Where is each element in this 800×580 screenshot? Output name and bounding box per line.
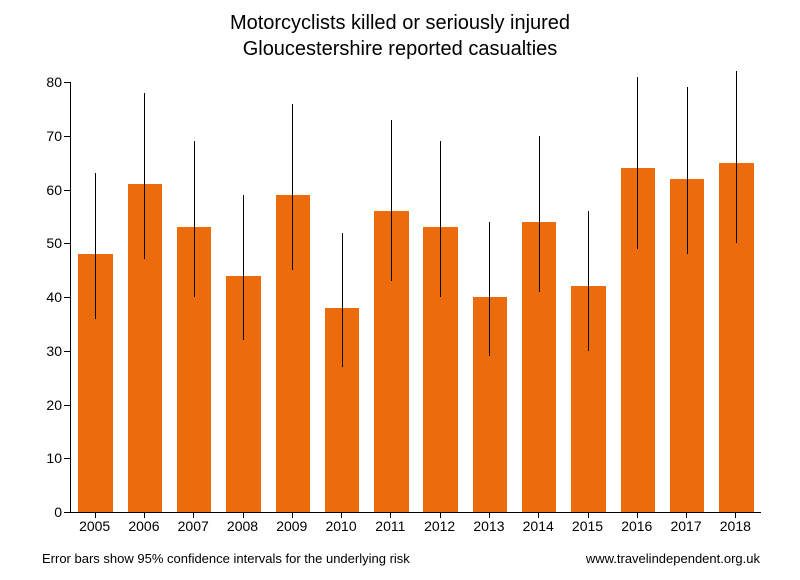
footer-note-left: Error bars show 95% confidence intervals… [42, 551, 410, 566]
error-bar [539, 136, 540, 292]
chart-container: Motorcyclists killed or seriously injure… [0, 0, 800, 580]
y-tick-label: 20 [0, 397, 62, 413]
error-bar [144, 93, 145, 260]
y-tick-label: 0 [0, 504, 62, 520]
error-bar [736, 71, 737, 243]
error-bar [637, 77, 638, 249]
chart-title: Motorcyclists killed or seriously injure… [0, 10, 800, 62]
x-tick-label: 2014 [514, 518, 563, 534]
x-tick-label: 2011 [366, 518, 415, 534]
x-tick-label: 2013 [464, 518, 513, 534]
x-tick-label: 2008 [218, 518, 267, 534]
error-bar [489, 222, 490, 356]
y-tick-label: 50 [0, 235, 62, 251]
x-tick-label: 2017 [661, 518, 710, 534]
y-tick-label: 60 [0, 182, 62, 198]
x-tick-label: 2006 [119, 518, 168, 534]
y-tick-label: 10 [0, 450, 62, 466]
x-tick-label: 2005 [70, 518, 119, 534]
error-bar [440, 141, 441, 297]
error-bar [95, 173, 96, 318]
error-bar [687, 87, 688, 254]
error-bar [391, 120, 392, 281]
y-tick-label: 80 [0, 74, 62, 90]
x-tick-label: 2016 [612, 518, 661, 534]
error-bar [292, 104, 293, 271]
x-tick-label: 2009 [267, 518, 316, 534]
chart-title-line2: Gloucestershire reported casualties [243, 38, 558, 60]
y-tick-label: 70 [0, 128, 62, 144]
x-tick-label: 2015 [563, 518, 612, 534]
x-tick-label: 2010 [316, 518, 365, 534]
error-bar [588, 211, 589, 351]
error-bar [342, 233, 343, 367]
error-bar [243, 195, 244, 340]
x-tick-label: 2018 [711, 518, 760, 534]
plot-area [70, 82, 761, 513]
chart-title-line1: Motorcyclists killed or seriously injure… [230, 12, 570, 34]
x-tick-label: 2012 [415, 518, 464, 534]
y-tick-label: 30 [0, 343, 62, 359]
y-tick-label: 40 [0, 289, 62, 305]
error-bar [194, 141, 195, 297]
footer-source-right: www.travelindependent.org.uk [586, 551, 760, 566]
x-tick-label: 2007 [169, 518, 218, 534]
